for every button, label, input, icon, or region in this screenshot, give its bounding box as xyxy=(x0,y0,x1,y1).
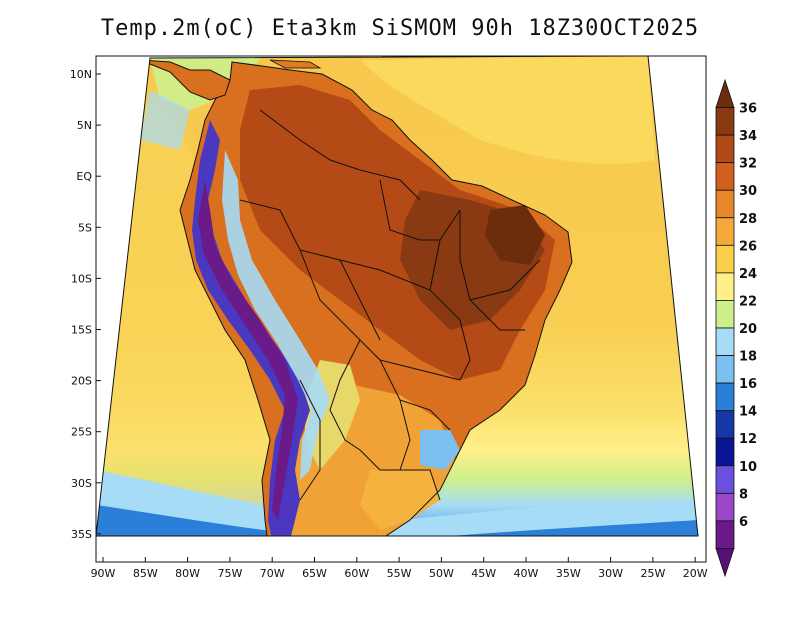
colorbar-label: 8 xyxy=(739,487,748,502)
longitude-label: 40W xyxy=(514,567,539,580)
map-domain xyxy=(96,56,698,536)
colorbar-label: 10 xyxy=(739,460,757,475)
colorbar-label: 26 xyxy=(739,239,757,254)
colorbar-label: 24 xyxy=(739,267,757,282)
colorbar-segment xyxy=(715,272,735,301)
central-america-land xyxy=(139,59,231,101)
colorbar-segment xyxy=(715,437,735,467)
longitude-label: 60W xyxy=(344,567,369,580)
longitude-label: 75W xyxy=(217,567,242,580)
colorbar-bottom-arrow xyxy=(715,548,735,578)
latitude-label: 20S xyxy=(71,375,92,388)
colorbar-segment xyxy=(715,300,735,329)
longitude-label: 70W xyxy=(260,567,285,580)
plot-frame xyxy=(95,55,707,563)
longitude-label: 85W xyxy=(133,567,158,580)
latitude-label: 25S xyxy=(71,426,92,439)
colorbar-segment xyxy=(715,465,735,494)
latitude-label: EQ xyxy=(76,170,92,183)
colorbar-segment xyxy=(715,162,735,191)
longitude-label: 80W xyxy=(175,567,200,580)
colorbar-label: 12 xyxy=(739,432,757,447)
uruguay-warm xyxy=(360,470,440,530)
domain-frame xyxy=(95,55,699,537)
colorbar-segment xyxy=(715,410,735,439)
pacific-field xyxy=(96,80,285,536)
longitude-label: 45W xyxy=(471,567,496,580)
latitude-axis: 10N 5N EQ 5S 10S 15S 20S 25S 30S 35S xyxy=(70,68,101,541)
colorbar-segment xyxy=(715,520,735,549)
colorbar-segment xyxy=(715,382,735,412)
colorbar-label: 6 xyxy=(739,515,748,530)
colorbar: 36 34 32 30 28 26 24 22 20 18 16 14 12 10 8 6 xyxy=(715,78,757,578)
colorbar-label: 28 xyxy=(739,212,757,227)
caribbean-islands xyxy=(269,59,322,69)
colorbar-segment xyxy=(715,217,735,246)
latitude-label: 15S xyxy=(71,324,92,337)
country-borders xyxy=(179,61,573,536)
southeast-cool-region xyxy=(420,430,460,470)
longitude-label: 90W xyxy=(91,567,116,580)
atlantic-north-field xyxy=(360,56,655,164)
longitude-label: 25W xyxy=(640,567,665,580)
colorbar-label: 22 xyxy=(739,294,757,309)
longitude-label: 65W xyxy=(302,567,327,580)
andes-foothill-band xyxy=(222,150,330,480)
latitude-label: 5N xyxy=(77,119,92,132)
colorbar-label: 16 xyxy=(739,377,757,392)
colorbar-label: 32 xyxy=(739,157,757,172)
northeast-hottest-spot xyxy=(485,205,545,265)
longitude-label: 30W xyxy=(598,567,623,580)
latitude-label: 35S xyxy=(71,528,92,541)
southern-colder-band xyxy=(96,505,698,536)
colorbar-label: 14 xyxy=(739,405,757,420)
colorbar-label: 18 xyxy=(739,350,757,365)
colorbar-segment xyxy=(715,244,735,274)
colorbar-segment xyxy=(715,355,735,384)
longitude-label: 50W xyxy=(429,567,454,580)
colorbar-label: 30 xyxy=(739,184,757,199)
colorbar-segment xyxy=(715,134,735,164)
latitude-label: 30S xyxy=(71,477,92,490)
colorbar-label: 34 xyxy=(739,129,757,144)
colorbar-top-arrow xyxy=(715,78,735,108)
colorbar-label: 20 xyxy=(739,322,757,337)
southern-cold-band xyxy=(96,470,698,536)
andes-highest-stripe xyxy=(198,180,298,520)
colorbar-label: 36 xyxy=(739,102,757,117)
longitude-label: 35W xyxy=(556,567,581,580)
pacific-cold-patch xyxy=(140,90,190,150)
map-title: Temp.2m(oC) Eta3km SiSMOM 90h 18Z30OCT20… xyxy=(100,16,700,41)
latitude-label: 10S xyxy=(71,272,92,285)
colorbar-segment xyxy=(715,492,735,522)
latitude-label: 5S xyxy=(78,221,92,234)
longitude-axis: 90W 85W 80W 75W 70W 65W 60W 55W 50W 45W 40W 35W 30W 2… xyxy=(91,557,708,580)
latitude-label: 10N xyxy=(70,68,92,81)
longitude-label: 55W xyxy=(387,567,412,580)
colorbar-segment xyxy=(715,107,735,136)
longitude-label: 20W xyxy=(683,567,708,580)
colorbar-segment xyxy=(715,189,735,219)
colorbar-segment xyxy=(715,327,735,356)
